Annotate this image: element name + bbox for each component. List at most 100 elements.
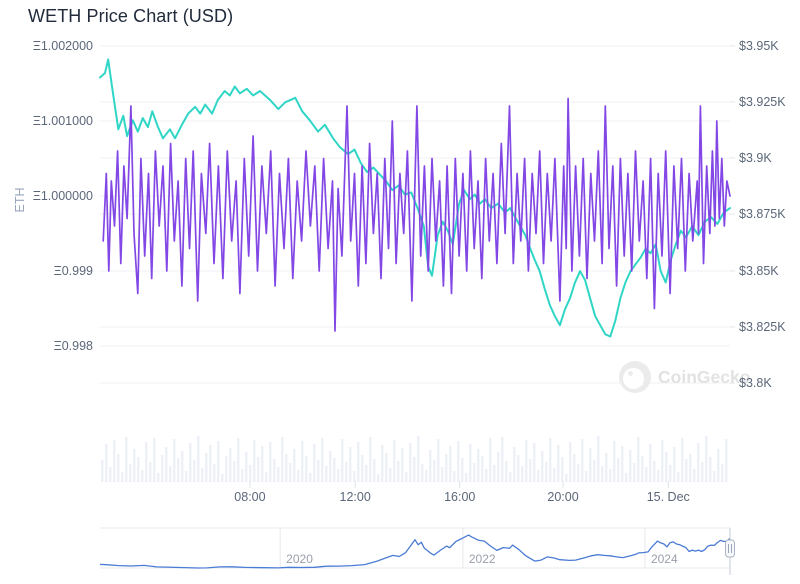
- volume-bar: [477, 449, 480, 482]
- volume-bar: [345, 462, 348, 482]
- volume-bar: [137, 457, 140, 482]
- volume-bar: [573, 454, 576, 482]
- volume-bar: [537, 470, 540, 482]
- navigator-price-line: [99, 534, 731, 569]
- volume-bar: [377, 474, 380, 482]
- volume-bar: [221, 474, 224, 482]
- left-axis-tick-label: Ξ1.001000: [33, 114, 93, 128]
- volume-bars: [101, 436, 728, 482]
- gecko-snout: [632, 382, 643, 388]
- volume-bar: [249, 465, 252, 482]
- volume-bar: [229, 448, 232, 482]
- volume-bar: [633, 463, 636, 482]
- volume-bar: [413, 457, 416, 482]
- volume-bar: [453, 471, 456, 482]
- volume-bar: [561, 457, 564, 482]
- volume-bar: [317, 460, 320, 482]
- volume-bar: [369, 437, 372, 482]
- volume-bar: [701, 462, 704, 482]
- volume-bar: [241, 469, 244, 482]
- volume-bar: [153, 438, 156, 482]
- volume-bar: [133, 449, 136, 482]
- volume-bar: [157, 473, 160, 482]
- volume-bar: [433, 460, 436, 482]
- volume-bar: [557, 445, 560, 482]
- volume-bar: [445, 454, 448, 482]
- volume-bar: [637, 437, 640, 482]
- volume-bar: [185, 471, 188, 482]
- volume-bar: [609, 469, 612, 482]
- right-axis-tick-label: $3.925K: [739, 95, 786, 109]
- volume-bar: [269, 442, 272, 482]
- volume-bar: [417, 436, 420, 482]
- volume-bar: [693, 469, 696, 482]
- volume-bar: [397, 461, 400, 482]
- right-axis-tick-label: $3.9K: [739, 151, 772, 165]
- volume-bar: [321, 438, 324, 482]
- volume-bar: [197, 436, 200, 482]
- volume-bar: [621, 446, 624, 482]
- volume-bar: [293, 449, 296, 482]
- volume-bar: [629, 450, 632, 482]
- volume-bar: [497, 452, 500, 482]
- volume-bar: [673, 447, 676, 482]
- navigator-handle-icon[interactable]: [725, 539, 735, 558]
- volume-bar: [145, 442, 148, 482]
- left-axis-tick-label: Ξ0.999: [54, 264, 93, 278]
- x-axis-tick-label: 16:00: [444, 490, 475, 504]
- navigator-year-label: 2024: [651, 552, 678, 566]
- volume-bar: [513, 447, 516, 482]
- volume-bar: [209, 445, 212, 482]
- volume-bar: [697, 443, 700, 482]
- volume-bar: [725, 439, 728, 482]
- x-axis-tick-label: 15. Dec: [647, 490, 690, 504]
- volume-bar: [709, 457, 712, 482]
- volume-bar: [225, 456, 228, 482]
- volume-bar: [713, 471, 716, 482]
- usd-price-line[interactable]: [99, 58, 731, 338]
- right-axis-tick-label: $3.95K: [739, 39, 779, 53]
- volume-bar: [341, 439, 344, 482]
- volume-bar: [545, 462, 548, 482]
- volume-bar: [541, 451, 544, 482]
- volume-bar: [305, 456, 308, 482]
- volume-bar: [653, 461, 656, 482]
- volume-bar: [173, 439, 176, 482]
- volume-bar: [365, 465, 368, 482]
- volume-bar: [613, 441, 616, 482]
- volume-bar: [281, 437, 284, 482]
- volume-bar: [485, 469, 488, 482]
- watermark-label: CoinGecko: [658, 367, 750, 387]
- eth-ratio-line[interactable]: [102, 97, 731, 332]
- volume-bar: [349, 447, 352, 482]
- volume-bar: [533, 443, 536, 482]
- volume-bar: [493, 465, 496, 482]
- volume-bar: [717, 449, 720, 482]
- volume-bar: [705, 436, 708, 482]
- volume-bar: [409, 443, 412, 482]
- volume-bar: [361, 455, 364, 482]
- volume-bar: [101, 460, 104, 482]
- volume-bar: [261, 446, 264, 482]
- volume-bar: [685, 459, 688, 482]
- volume-bar: [333, 458, 336, 482]
- volume-bar: [201, 468, 204, 482]
- volume-bar: [357, 442, 360, 482]
- x-axis-tick-label: 20:00: [547, 490, 578, 504]
- volume-bar: [265, 472, 268, 482]
- volume-bar: [677, 472, 680, 482]
- volume-bar: [457, 441, 460, 482]
- right-axis-tick-label: $3.825K: [739, 320, 786, 334]
- handle-body[interactable]: [725, 539, 735, 558]
- volume-bar: [285, 454, 288, 482]
- page-title: WETH Price Chart (USD): [28, 6, 234, 26]
- volume-bar: [337, 469, 340, 482]
- volume-bar: [401, 448, 404, 482]
- volume-bar: [601, 466, 604, 482]
- navigator[interactable]: 2020 2022 2024: [99, 527, 735, 575]
- volume-bar: [161, 455, 164, 482]
- volume-bar: [125, 437, 128, 482]
- volume-bar: [121, 472, 124, 482]
- right-axis-tick-label: $3.875K: [739, 207, 786, 221]
